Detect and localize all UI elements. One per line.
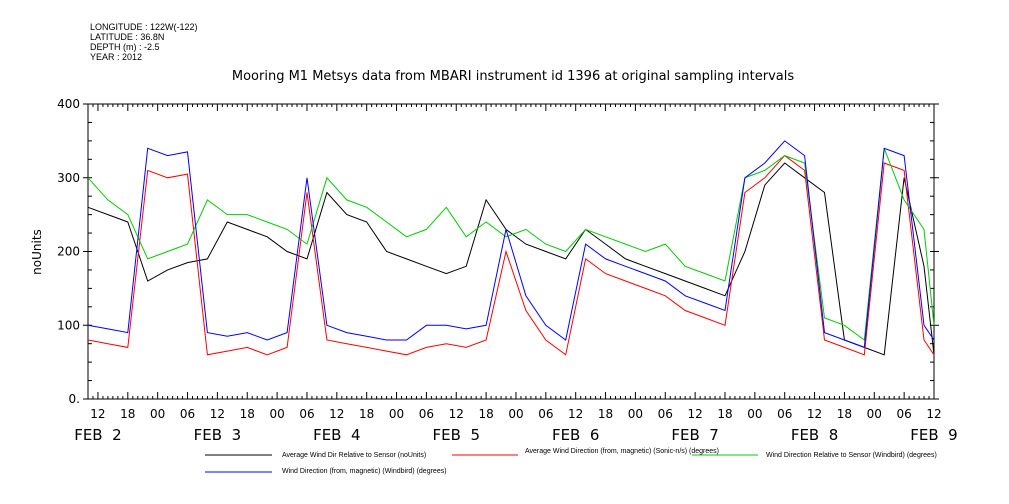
x-date-label: FEB 6 [552,426,599,444]
x-hour-label: 00 [628,407,643,421]
x-hour-label: 06 [419,407,434,421]
x-hour-label: 06 [897,407,912,421]
meta-longitude: LONGITUDE : 122W(-122) [90,22,198,32]
x-hour-label: 00 [389,407,404,421]
legend: Average Wind Dir Relative to Sensor (noU… [205,448,937,475]
x-date-label: FEB 5 [433,426,480,444]
x-hour-label: 06 [658,407,673,421]
x-hour-label: 12 [687,407,702,421]
legend-label-blue: Wind Direction (from, magnetic) (Windbir… [282,468,447,475]
legend-label-green: Wind Direction Relative to Sensor (Windb… [766,452,937,459]
x-hour-label: 12 [926,407,941,421]
x-hour-label: 12 [449,407,464,421]
x-hour-label: 12 [568,407,583,421]
x-date-label: FEB 3 [194,426,241,444]
legend-label-red: Average Wind Direction (from, magnetic) … [525,448,719,455]
y-tick-label: 200 [57,245,80,259]
x-hour-label: 18 [478,407,493,421]
x-hour-label: 18 [717,407,732,421]
meta-latitude: LATITUDE : 36.8N [90,32,164,42]
y-tick-label: 100 [57,318,80,332]
x-hour-label: 18 [598,407,613,421]
x-hour-label: 18 [837,407,852,421]
x-hour-label: 00 [269,407,284,421]
series-lines [87,140,935,356]
x-hour-label: 12 [210,407,225,421]
y-tick-label: 400 [57,97,80,111]
x-hour-label: 12 [90,407,105,421]
y-axis-ticks: 0. 100 200 300 400 [57,97,939,406]
x-hour-label: 00 [508,407,523,421]
x-date-label: FEB 4 [313,426,360,444]
x-hour-label: 12 [329,407,344,421]
x-hour-label: 12 [807,407,822,421]
x-hour-label: 18 [120,407,135,421]
x-hour-label: 06 [777,407,792,421]
metadata-block: LONGITUDE : 122W(-122) LATITUDE : 36.8N … [90,22,198,62]
x-hour-label: 00 [747,407,762,421]
x-hour-label: 18 [359,407,374,421]
x-hour-label: 06 [299,407,314,421]
x-hour-label: 18 [240,407,255,421]
y-tick-label: 0. [69,392,80,406]
series-line-1 [87,154,935,356]
x-hour-label: 00 [867,407,882,421]
x-date-label: FEB 9 [910,426,957,444]
series-line-0 [87,162,935,356]
meta-year: YEAR : 2012 [90,52,142,62]
x-date-label: FEB 2 [74,426,121,444]
y-axis-label: noUnits [30,229,44,275]
x-date-label: FEB 8 [791,426,838,444]
x-hour-label: 00 [150,407,165,421]
chart-title: Mooring M1 Metsys data from MBARI instru… [232,69,794,84]
series-line-3 [87,140,935,349]
x-date-label: FEB 7 [671,426,718,444]
meta-depth: DEPTH (m) : -2.5 [90,42,160,52]
series-line-2 [87,148,935,341]
x-hour-label: 06 [538,407,553,421]
x-hour-label: 06 [180,407,195,421]
plot-frame [87,103,935,400]
x-axis-ticks: 12 18 00 06 12 18 00 06 12 18 00 06 12 18 00 06 12 18 00 06… [74,104,958,444]
y-tick-label: 300 [57,171,80,185]
legend-label-black: Average Wind Dir Relative to Sensor (noU… [282,452,426,459]
